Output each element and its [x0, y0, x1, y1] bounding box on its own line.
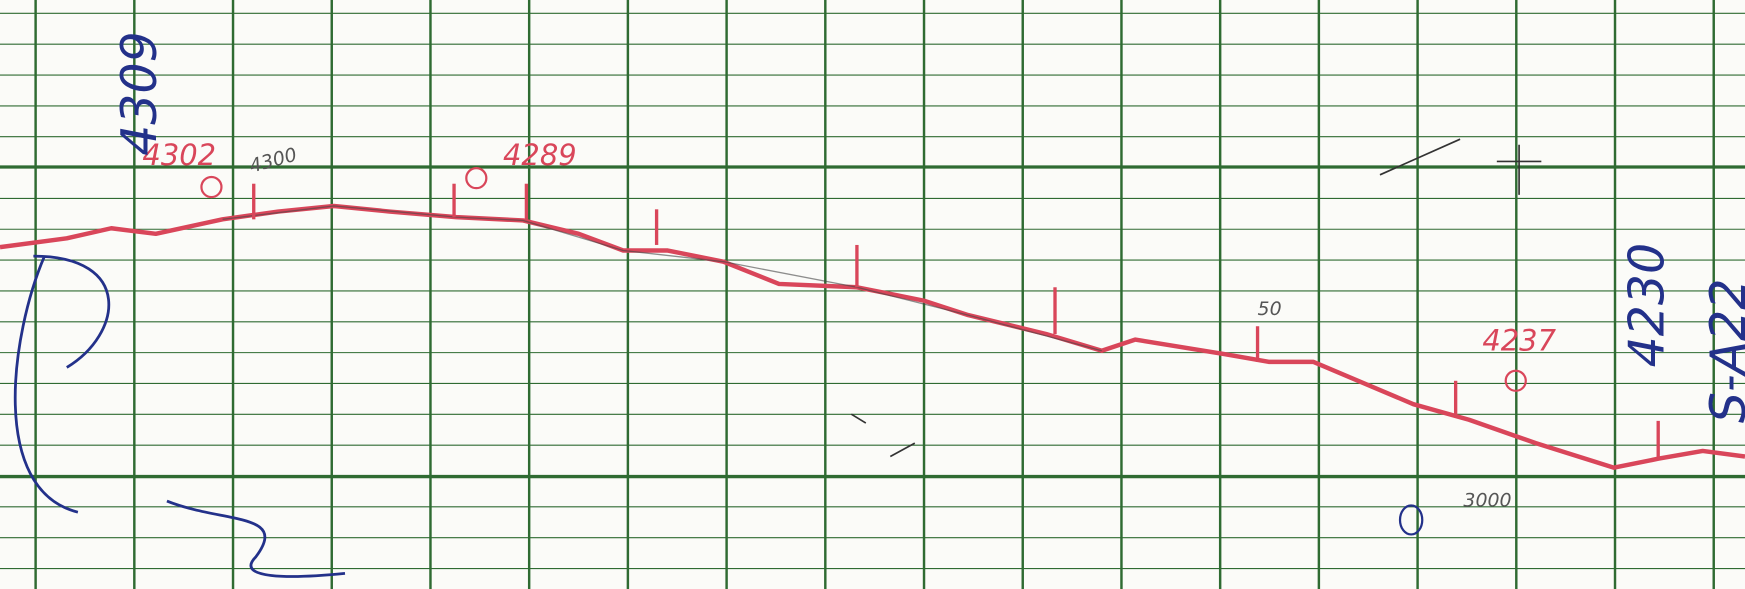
station-label: 4289	[503, 138, 577, 172]
pencil-label: 3000	[1463, 490, 1511, 512]
blue-circle	[1398, 504, 1424, 536]
blue-label: 4309	[111, 31, 168, 156]
pencil-trace	[222, 205, 1102, 352]
blue-label: 4230	[1619, 243, 1676, 368]
station-label: 4302	[142, 138, 216, 172]
event-marks	[252, 183, 1660, 459]
blue-scribble	[13, 254, 346, 578]
blue-label: S-A22	[1700, 278, 1745, 423]
pencil-marks	[850, 138, 1542, 458]
station-label: 4237	[1482, 324, 1556, 358]
station-circles	[200, 167, 1527, 392]
pencil-label: 50	[1258, 298, 1282, 320]
